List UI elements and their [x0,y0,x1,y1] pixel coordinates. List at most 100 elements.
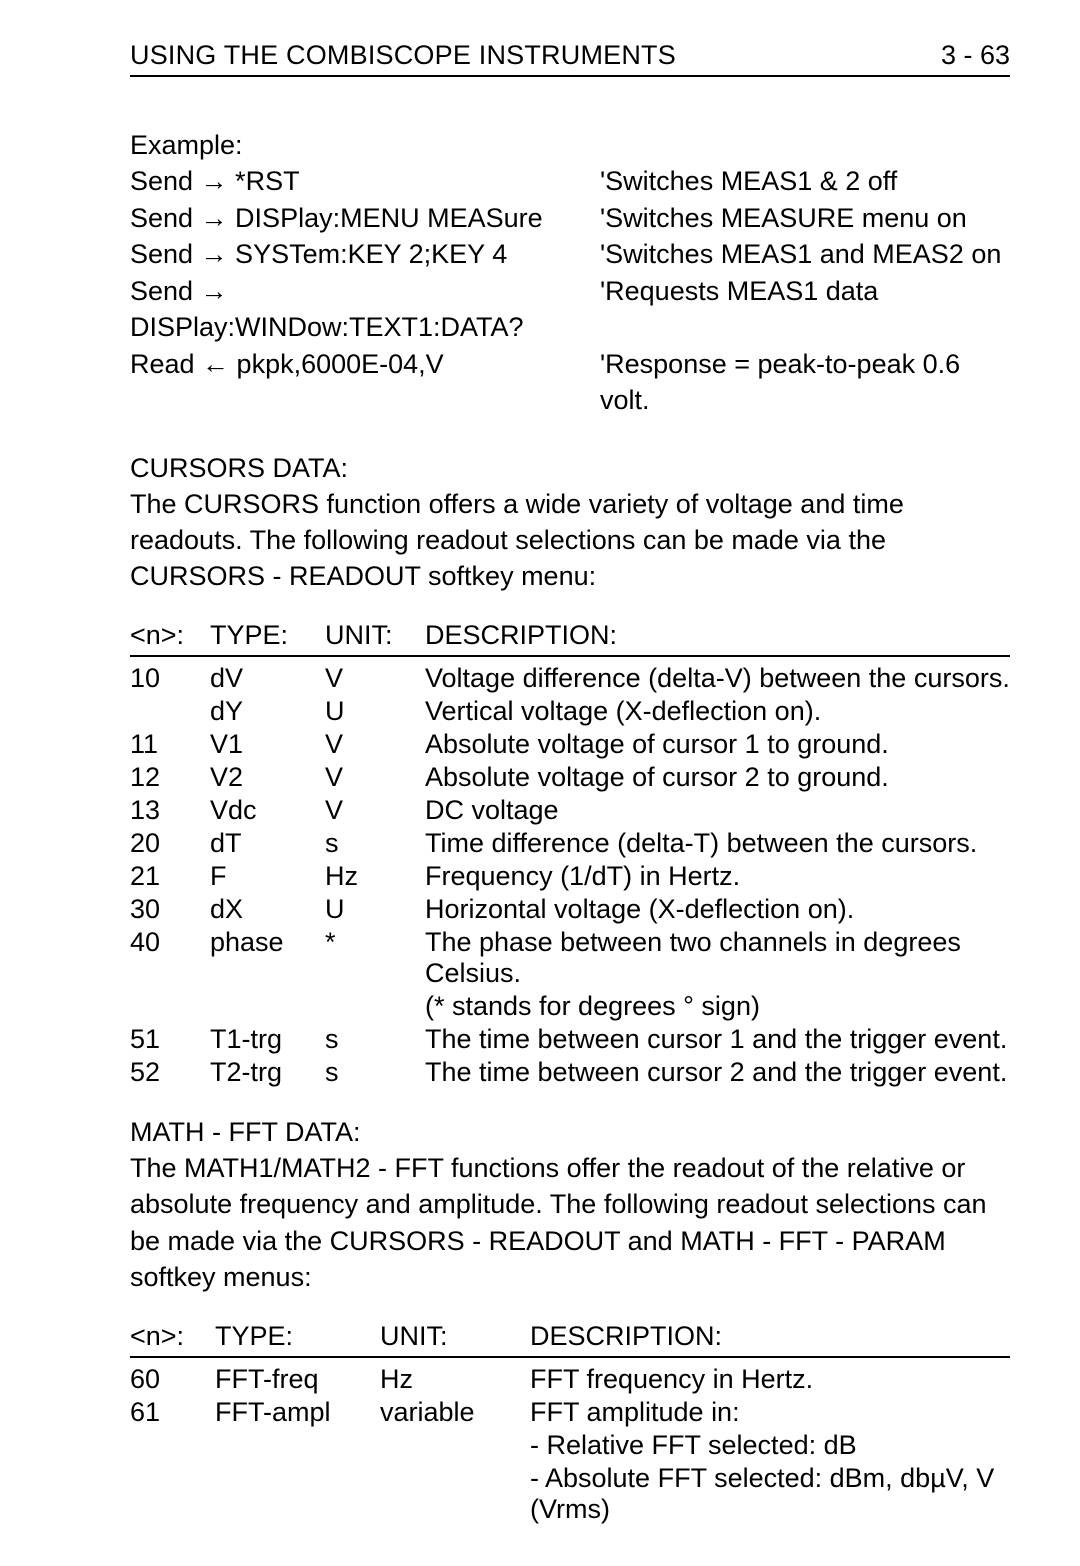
cell-desc: Time difference (delta-T) between the cu… [425,827,1010,860]
table-row: 51T1-trgsThe time between cursor 1 and t… [130,1023,1010,1056]
cell-n: 20 [130,827,210,860]
cell-n: 10 [130,662,210,695]
example-row: Send → SYSTem:KEY 2;KEY 4 'Switches MEAS… [130,236,1010,272]
header-title: USING THE COMBISCOPE INSTRUMENTS [130,40,676,71]
cell-unit: Hz [325,860,425,893]
table-row: 10dVVVoltage difference (delta-V) betwee… [130,662,1010,695]
cell-n [130,1462,215,1526]
cell-unit: U [325,893,425,926]
col-header-unit: UNIT: [380,1320,530,1357]
cell-unit [325,990,425,1023]
cell-type: dX [210,893,325,926]
table-row: 20dTsTime difference (delta-T) between t… [130,827,1010,860]
cell-n [130,990,210,1023]
example-comment: 'Switches MEAS1 and MEAS2 on [600,236,1010,272]
example-command: Read ← pkpk,6000E-04,V [130,346,600,419]
cursors-table: <n>: TYPE: UNIT: DESCRIPTION: 10dVVVolta… [130,619,1010,1089]
cell-type [215,1462,380,1526]
cell-type [215,1429,380,1462]
cell-desc: Voltage difference (delta-V) between the… [425,662,1010,695]
cell-unit: * [325,926,425,990]
col-header-n: <n>: [130,1320,215,1357]
example-row: Send → *RST 'Switches MEAS1 & 2 off [130,163,1010,199]
cell-n: 61 [130,1396,215,1429]
cell-desc: Absolute voltage of cursor 1 to ground. [425,728,1010,761]
table-row: 52T2-trgsThe time between cursor 2 and t… [130,1056,1010,1089]
math-paragraph: The MATH1/MATH2 - FFT functions offer th… [130,1150,1010,1296]
cell-desc: FFT frequency in Hertz. [530,1363,1010,1396]
cell-desc: Absolute voltage of cursor 2 to ground. [425,761,1010,794]
cell-desc: The time between cursor 1 and the trigge… [425,1023,1010,1056]
header-page-number: 3 - 63 [941,40,1010,71]
cell-desc: - Relative FFT selected: dB [530,1429,1010,1462]
example-row: Read ← pkpk,6000E-04,V 'Response = peak-… [130,346,1010,419]
cursors-paragraph: The CURSORS function offers a wide varie… [130,486,1010,595]
col-header-n: <n>: [130,619,210,656]
col-header-type: TYPE: [215,1320,380,1357]
page-header: USING THE COMBISCOPE INSTRUMENTS 3 - 63 [130,40,1010,77]
table-row: - Absolute FFT selected: dBm, dbµV, V (V… [130,1462,1010,1526]
cell-type: F [210,860,325,893]
cell-unit: variable [380,1396,530,1429]
table-row: 61FFT-amplvariableFFT amplitude in: [130,1396,1010,1429]
cell-unit: s [325,1023,425,1056]
table-row: (* stands for degrees ° sign) [130,990,1010,1023]
table-header-row: <n>: TYPE: UNIT: DESCRIPTION: [130,619,1010,656]
col-header-type: TYPE: [210,619,325,656]
cell-unit: U [325,695,425,728]
cell-n: 30 [130,893,210,926]
col-header-desc: DESCRIPTION: [530,1320,1010,1357]
cell-desc: FFT amplitude in: [530,1396,1010,1429]
cell-unit: V [325,662,425,695]
example-command: Send → DISPlay:MENU MEASure [130,200,600,236]
cell-type: dT [210,827,325,860]
cell-unit: V [325,794,425,827]
col-header-unit: UNIT: [325,619,425,656]
example-comment: 'Requests MEAS1 data [600,273,1010,346]
math-title: MATH - FFT DATA: [130,1117,1010,1148]
table-row: 11V1VAbsolute voltage of cursor 1 to gro… [130,728,1010,761]
cell-type: dY [210,695,325,728]
cell-type: FFT-ampl [215,1396,380,1429]
cell-n [130,695,210,728]
example-label: Example: [130,127,1010,163]
cell-n [130,1429,215,1462]
table-row: 13VdcVDC voltage [130,794,1010,827]
cell-type: phase [210,926,325,990]
cell-n: 12 [130,761,210,794]
cell-type: V2 [210,761,325,794]
cell-unit [380,1429,530,1462]
table-row: 60FFT-freqHzFFT frequency in Hertz. [130,1363,1010,1396]
cell-desc: Horizontal voltage (X-deflection on). [425,893,1010,926]
cell-unit [380,1462,530,1526]
cell-type: T1-trg [210,1023,325,1056]
cell-type [210,990,325,1023]
table-row: 12V2VAbsolute voltage of cursor 2 to gro… [130,761,1010,794]
cell-unit: V [325,728,425,761]
cell-n: 13 [130,794,210,827]
cell-desc: (* stands for degrees ° sign) [425,990,1010,1023]
cell-unit: V [325,761,425,794]
cell-desc: Vertical voltage (X-deflection on). [425,695,1010,728]
example-comment: 'Switches MEAS1 & 2 off [600,163,1010,199]
cell-unit: s [325,827,425,860]
example-comment: 'Response = peak-to-peak 0.6 volt. [600,346,1010,419]
cell-unit: Hz [380,1363,530,1396]
cell-type: dV [210,662,325,695]
cell-n: 11 [130,728,210,761]
cursors-title: CURSORS DATA: [130,453,1010,484]
table-header-row: <n>: TYPE: UNIT: DESCRIPTION: [130,1320,1010,1357]
cell-desc: The time between cursor 2 and the trigge… [425,1056,1010,1089]
cell-n: 52 [130,1056,210,1089]
cell-type: T2-trg [210,1056,325,1089]
cell-unit: s [325,1056,425,1089]
example-row: Send → DISPlay:MENU MEASure 'Switches ME… [130,200,1010,236]
table-row: - Relative FFT selected: dB [130,1429,1010,1462]
example-command: Send → DISPlay:WINDow:TEXT1:DATA? [130,273,600,346]
cell-desc: - Absolute FFT selected: dBm, dbµV, V (V… [530,1462,1010,1526]
cell-type: FFT-freq [215,1363,380,1396]
col-header-desc: DESCRIPTION: [425,619,1010,656]
cell-type: Vdc [210,794,325,827]
cell-desc: DC voltage [425,794,1010,827]
example-command: Send → *RST [130,163,600,199]
